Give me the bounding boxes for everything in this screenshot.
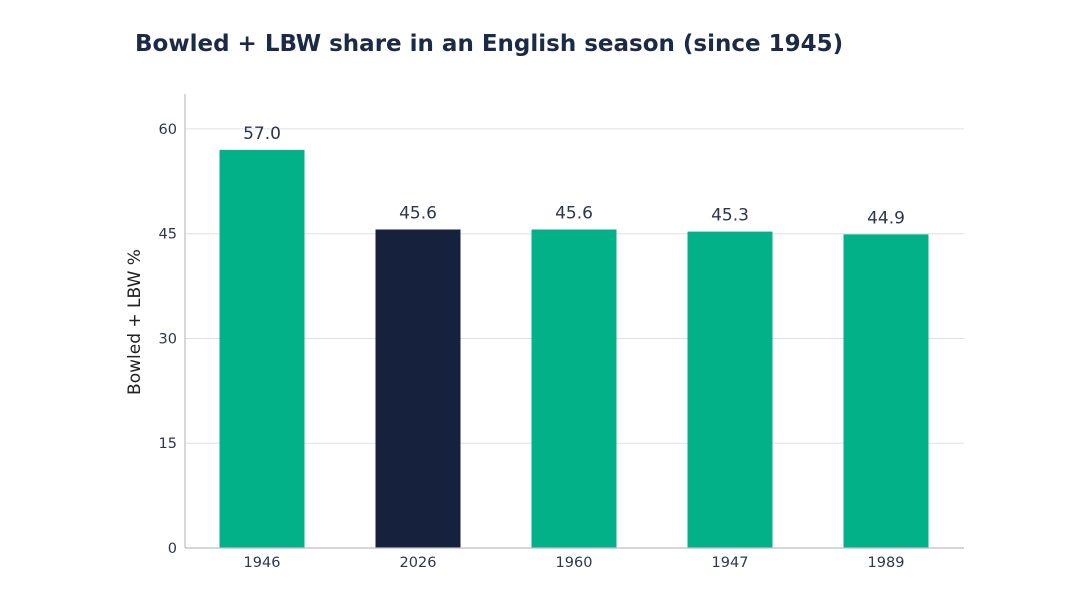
bars (219, 149, 929, 549)
y-tick-label: 15 (159, 436, 177, 452)
x-tick-label: 1960 (556, 555, 593, 571)
data-label-1947: 45.3 (711, 206, 749, 226)
data-label-1946: 57.0 (243, 124, 281, 144)
data-label-1960: 45.6 (555, 204, 593, 224)
chart-title: Bowled + LBW share in an English season … (135, 31, 843, 57)
bar-1946 (219, 149, 305, 548)
x-tick-label: 1946 (244, 555, 281, 571)
bar-1947 (687, 231, 773, 548)
axes (184, 94, 964, 549)
y-tick-label: 30 (159, 331, 177, 347)
y-tick-label: 0 (168, 541, 177, 557)
x-tick-label: 1947 (712, 555, 749, 571)
y-tick-label: 60 (159, 122, 177, 138)
x-tick-label: 2026 (400, 555, 437, 571)
bar-1989 (843, 234, 929, 549)
data-label-1989: 44.9 (867, 208, 905, 228)
x-tick-label: 1989 (868, 555, 905, 571)
labels: 0 15 30 45 60 57.0 1946 45.6 2026 45.6 1960 45.3 194… (159, 122, 905, 571)
bar-2026 (375, 229, 461, 549)
y-axis-label: Bowled + LBW % (125, 249, 145, 395)
data-label-2026: 45.6 (399, 204, 437, 224)
y-tick-label: 45 (159, 227, 177, 243)
bar-1960 (531, 229, 617, 549)
